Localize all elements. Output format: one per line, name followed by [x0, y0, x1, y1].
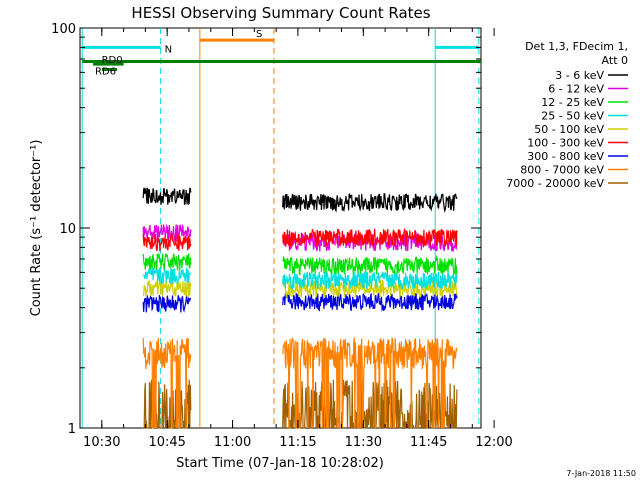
legend-header-1: Det 1,3, FDecim 1,: [525, 40, 628, 53]
trace-6: [142, 292, 458, 313]
legend-label-1: 6 - 12 keV: [548, 83, 604, 96]
footer-timestamp: 7-Jan-2018 11:50: [566, 469, 636, 478]
trace-segment-7-0: [142, 337, 192, 429]
legend-label-0: 3 - 6 keV: [555, 69, 604, 82]
trace-segment-7-1: [282, 337, 458, 429]
trace-7: [142, 337, 458, 429]
y-axis: 1 10 100: [51, 22, 481, 437]
x-axis: 10:30 10:45 11:00 11:15 11:30 11:45 12:00: [83, 28, 513, 450]
x-tick-label-4: 11:30: [345, 435, 382, 450]
x-tick-label-6: 12:00: [475, 435, 512, 450]
trace-segment-0-0: [142, 187, 192, 206]
x-tick-label-3: 11:15: [279, 435, 316, 450]
trace-segment-0-1: [282, 192, 458, 213]
trace-segment-8-1: [282, 379, 458, 429]
legend-header-2: Att 0: [602, 54, 628, 67]
trace-segment-4-0: [142, 280, 192, 297]
legend-label-5: 100 - 300 keV: [527, 137, 604, 150]
x-tick-label-5: 11:45: [410, 435, 447, 450]
status-bar-label-4: S: [256, 29, 262, 40]
series-traces: [142, 187, 458, 429]
x-tick-label-2: 11:00: [214, 435, 251, 450]
trace-segment-3-0: [142, 267, 192, 285]
legend-label-8: 7000 - 20000 keV: [506, 177, 604, 190]
status-bar-label-0: N: [165, 44, 172, 55]
trace-segment-6-1: [282, 292, 458, 313]
trace-segment-6-0: [142, 294, 192, 313]
y-tick-label-1: 10: [59, 222, 76, 237]
status-bar-label-2: RD0: [102, 55, 123, 66]
trace-8: [143, 379, 458, 429]
trace-segment-5-1: [282, 227, 458, 248]
y-tick-label-0: 1: [68, 422, 76, 437]
plot-frame: [79, 27, 482, 429]
x-tick-label-0: 10:30: [83, 435, 120, 450]
x-axis-label: Start Time (07-Jan-18 10:28:02): [176, 456, 384, 471]
trace-5: [142, 227, 458, 252]
x-tick-label-1: 10:45: [148, 435, 185, 450]
status-bar-label-3: RD6: [95, 67, 116, 78]
trace-segment-2-1: [282, 254, 458, 277]
legend-label-7: 800 - 7000 keV: [520, 164, 604, 177]
trace-segment-2-0: [142, 253, 192, 271]
trace-2: [142, 253, 458, 277]
y-tick-label-2: 100: [51, 22, 76, 37]
trace-segment-1-0: [142, 223, 192, 244]
legend-label-4: 50 - 100 keV: [534, 123, 604, 136]
legend-label-6: 300 - 800 keV: [527, 150, 604, 163]
event-vlines: [81, 28, 480, 428]
trace-segment-8-0: [143, 379, 192, 429]
trace-0: [142, 187, 458, 213]
y-axis-label: Count Rate (s⁻¹ detector⁻¹): [29, 140, 44, 317]
trace-segment-5-0: [142, 232, 192, 252]
trace-segment-3-1: [282, 270, 458, 290]
trace-3: [142, 267, 458, 290]
chart-title: HESSI Observing Summary Count Rates: [131, 4, 430, 22]
legend-label-2: 12 - 25 keV: [541, 96, 604, 109]
legend-label-3: 25 - 50 keV: [541, 110, 604, 123]
